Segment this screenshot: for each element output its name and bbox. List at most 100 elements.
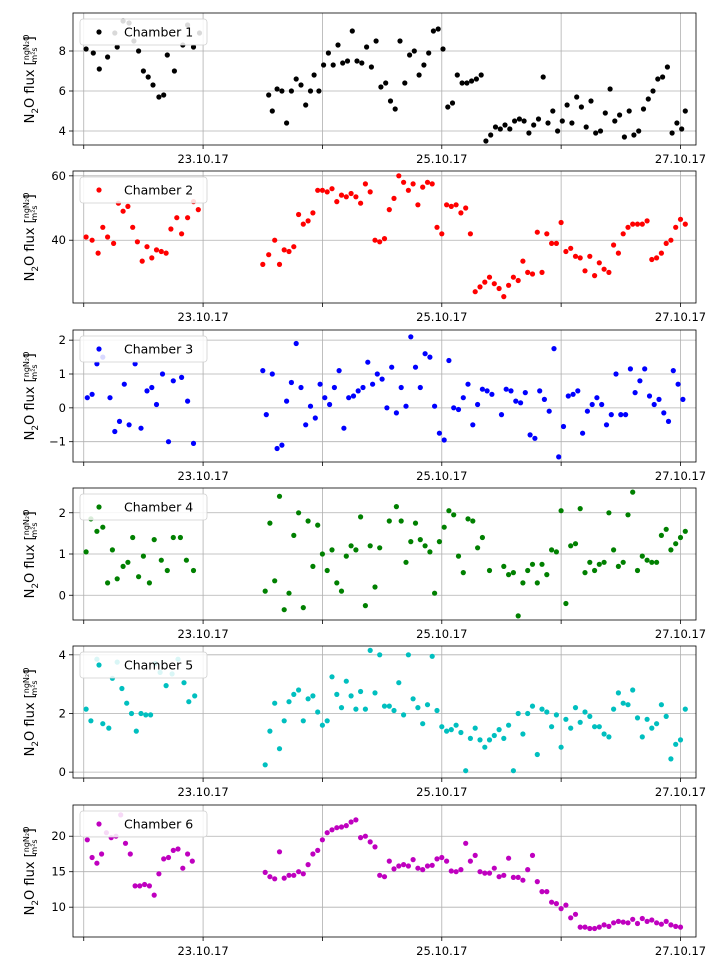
- data-point: [649, 256, 655, 263]
- data-point: [109, 547, 115, 553]
- data-point: [105, 580, 111, 586]
- data-point: [262, 762, 268, 768]
- data-point: [434, 224, 440, 230]
- data-point: [489, 391, 495, 397]
- data-point: [639, 553, 645, 559]
- data-point: [577, 255, 583, 261]
- data-point: [467, 735, 473, 742]
- data-point: [486, 567, 493, 574]
- data-point: [630, 916, 636, 922]
- data-point: [515, 613, 521, 619]
- data-point: [336, 368, 342, 374]
- data-point: [592, 724, 598, 730]
- data-point: [341, 425, 347, 431]
- data-point: [146, 883, 152, 889]
- x-tick-label: 23.10.17: [177, 785, 228, 799]
- data-point: [675, 381, 681, 387]
- data-point: [592, 567, 598, 574]
- y-tick-label: 2: [59, 706, 66, 720]
- data-point: [654, 721, 660, 727]
- data-point: [478, 72, 484, 78]
- data-point: [321, 62, 327, 68]
- data-point: [486, 274, 493, 280]
- data-point: [389, 364, 395, 370]
- data-point: [410, 181, 416, 187]
- data-point: [84, 395, 90, 401]
- data-point: [501, 872, 507, 878]
- y-tick-label: 15: [51, 865, 66, 879]
- data-point: [296, 211, 302, 218]
- data-point: [463, 205, 469, 211]
- data-point: [84, 837, 90, 843]
- data-point: [432, 403, 438, 409]
- data-point: [134, 239, 140, 245]
- data-point: [372, 237, 378, 243]
- data-point: [582, 924, 588, 930]
- data-point: [105, 234, 111, 240]
- data-point: [453, 722, 459, 728]
- data-point: [420, 867, 426, 873]
- data-point: [343, 553, 349, 559]
- data-point: [386, 703, 392, 709]
- data-point: [322, 395, 328, 401]
- data-point: [276, 493, 283, 499]
- data-point: [286, 699, 292, 705]
- legend-label: Chamber 3: [124, 342, 193, 357]
- data-point: [396, 173, 402, 179]
- data-point: [434, 856, 440, 862]
- data-point: [611, 706, 617, 712]
- data-point: [439, 231, 445, 237]
- data-point: [408, 334, 414, 340]
- data-point: [267, 874, 273, 880]
- axes-frame: [72, 329, 697, 463]
- data-point: [602, 110, 608, 116]
- data-point: [644, 918, 650, 925]
- data-point: [626, 108, 632, 114]
- data-point: [405, 863, 411, 869]
- data-point: [568, 725, 574, 731]
- data-point: [639, 734, 645, 740]
- data-point: [506, 282, 512, 288]
- data-point: [391, 195, 397, 201]
- data-point: [436, 539, 442, 545]
- data-point: [158, 248, 164, 255]
- data-point: [654, 559, 660, 565]
- data-point: [307, 88, 314, 94]
- data-point: [440, 46, 446, 52]
- data-point: [144, 244, 150, 250]
- x-tick-label: 25.10.17: [416, 785, 467, 799]
- data-point: [549, 240, 555, 246]
- data-point: [393, 504, 399, 510]
- legend-label: Chamber 1: [124, 25, 193, 40]
- data-point: [568, 915, 574, 921]
- data-point: [458, 729, 464, 736]
- data-point: [175, 846, 181, 852]
- data-point: [276, 746, 283, 752]
- data-point: [475, 401, 481, 408]
- data-point: [630, 687, 636, 693]
- data-point: [620, 559, 626, 565]
- data-points: [83, 489, 688, 619]
- data-point: [403, 403, 409, 409]
- data-point: [587, 559, 593, 565]
- data-point: [432, 590, 438, 596]
- data-point: [383, 80, 389, 86]
- data-point: [445, 104, 451, 110]
- data-point: [269, 371, 275, 377]
- data-point: [429, 653, 435, 659]
- data-point: [126, 422, 132, 428]
- data-point: [324, 718, 330, 724]
- y-axis-label-close: ]: [23, 194, 38, 199]
- data-point: [565, 393, 571, 399]
- data-point: [334, 199, 340, 205]
- data-point: [415, 705, 421, 711]
- data-point: [121, 381, 127, 387]
- data-point: [682, 108, 688, 114]
- y-axis-label-sub: 2: [31, 266, 41, 272]
- data-point: [658, 921, 665, 927]
- data-point: [362, 181, 368, 187]
- data-point: [539, 706, 545, 712]
- data-point: [520, 731, 526, 737]
- data-point: [266, 92, 272, 98]
- data-point: [316, 88, 322, 94]
